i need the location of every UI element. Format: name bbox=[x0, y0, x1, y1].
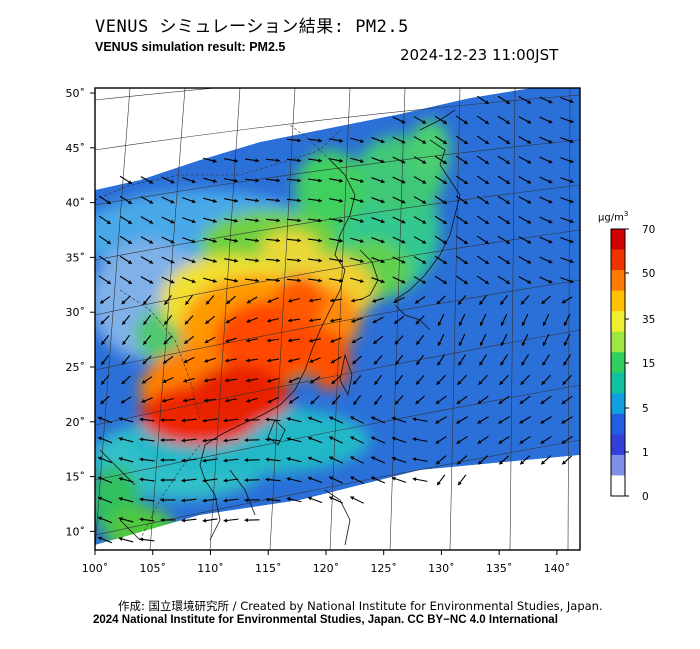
lat-tick-label: 45˚ bbox=[66, 142, 86, 155]
title-japanese: VENUS シミュレーション結果: PM2.5 bbox=[95, 17, 409, 37]
colorbar-segment bbox=[611, 393, 625, 415]
colorbar-tick-label: 50 bbox=[642, 268, 655, 280]
forecast-timestamp: 2024-12-23 11:00JST bbox=[400, 46, 559, 64]
title-english: VENUS simulation result: PM2.5 bbox=[95, 40, 286, 54]
plot-frame bbox=[94, 87, 581, 551]
wind-vectors bbox=[97, 95, 574, 544]
lat-tick-label: 25˚ bbox=[66, 361, 86, 374]
colorbar: 70 50 35 15 5 1 0 bbox=[610, 224, 655, 503]
colorbar-unit: μg/m3 bbox=[598, 210, 629, 224]
colorbar-segment bbox=[611, 475, 625, 497]
colorbar-segment bbox=[611, 290, 625, 312]
lon-tick-label: 110˚ bbox=[197, 562, 224, 575]
colorbar-segment bbox=[611, 352, 625, 374]
longitude-axis: 100˚ 105˚ 110˚ 115˚ 120˚ 125˚ 130˚ 135˚ 140˚ bbox=[82, 550, 570, 575]
lon-tick-label: 120˚ bbox=[313, 562, 340, 575]
lon-tick-label: 115˚ bbox=[255, 562, 282, 575]
colorbar-tick-label: 70 bbox=[642, 224, 655, 236]
colorbar-segment bbox=[611, 372, 625, 394]
colorbar-tick-label: 1 bbox=[642, 447, 649, 459]
colorbar-tick-label: 0 bbox=[642, 491, 649, 503]
lat-tick-label: 40˚ bbox=[66, 197, 86, 210]
colorbar-segment bbox=[611, 311, 625, 333]
lon-tick-label: 105˚ bbox=[139, 562, 166, 575]
colorbar-segment bbox=[611, 413, 625, 435]
lat-tick-label: 10˚ bbox=[66, 525, 86, 538]
colorbar-tick-label: 5 bbox=[642, 403, 649, 415]
lon-tick-label: 135˚ bbox=[486, 562, 513, 575]
lon-tick-label: 100˚ bbox=[82, 562, 109, 575]
colorbar-segment bbox=[611, 229, 625, 251]
latitude-axis: 50˚ 45˚ 40˚ 35˚ 30˚ 25˚ 20˚ 15˚ 10˚ bbox=[66, 87, 95, 538]
copyright-line: 2024 National Institute for Environmenta… bbox=[93, 614, 558, 626]
lat-tick-label: 15˚ bbox=[66, 471, 86, 484]
concentration-field bbox=[95, 88, 580, 550]
lon-tick-label: 125˚ bbox=[370, 562, 397, 575]
lon-tick-label: 130˚ bbox=[428, 562, 455, 575]
lat-tick-label: 30˚ bbox=[66, 306, 86, 319]
colorbar-segment bbox=[611, 249, 625, 271]
colorbar-segment bbox=[611, 454, 625, 476]
colorbar-tick-label: 15 bbox=[642, 358, 655, 370]
lat-tick-label: 35˚ bbox=[66, 251, 86, 264]
lat-tick-label: 50˚ bbox=[66, 87, 86, 100]
colorbar-tick-label: 35 bbox=[642, 314, 655, 326]
credit-line: 作成: 国立環境研究所 / Created by National Instit… bbox=[118, 599, 603, 613]
colorbar-segment bbox=[611, 331, 625, 353]
colorbar-segment bbox=[611, 434, 625, 456]
colorbar-segment bbox=[611, 270, 625, 292]
lat-tick-label: 20˚ bbox=[66, 416, 86, 429]
lon-tick-label: 140˚ bbox=[544, 562, 571, 575]
